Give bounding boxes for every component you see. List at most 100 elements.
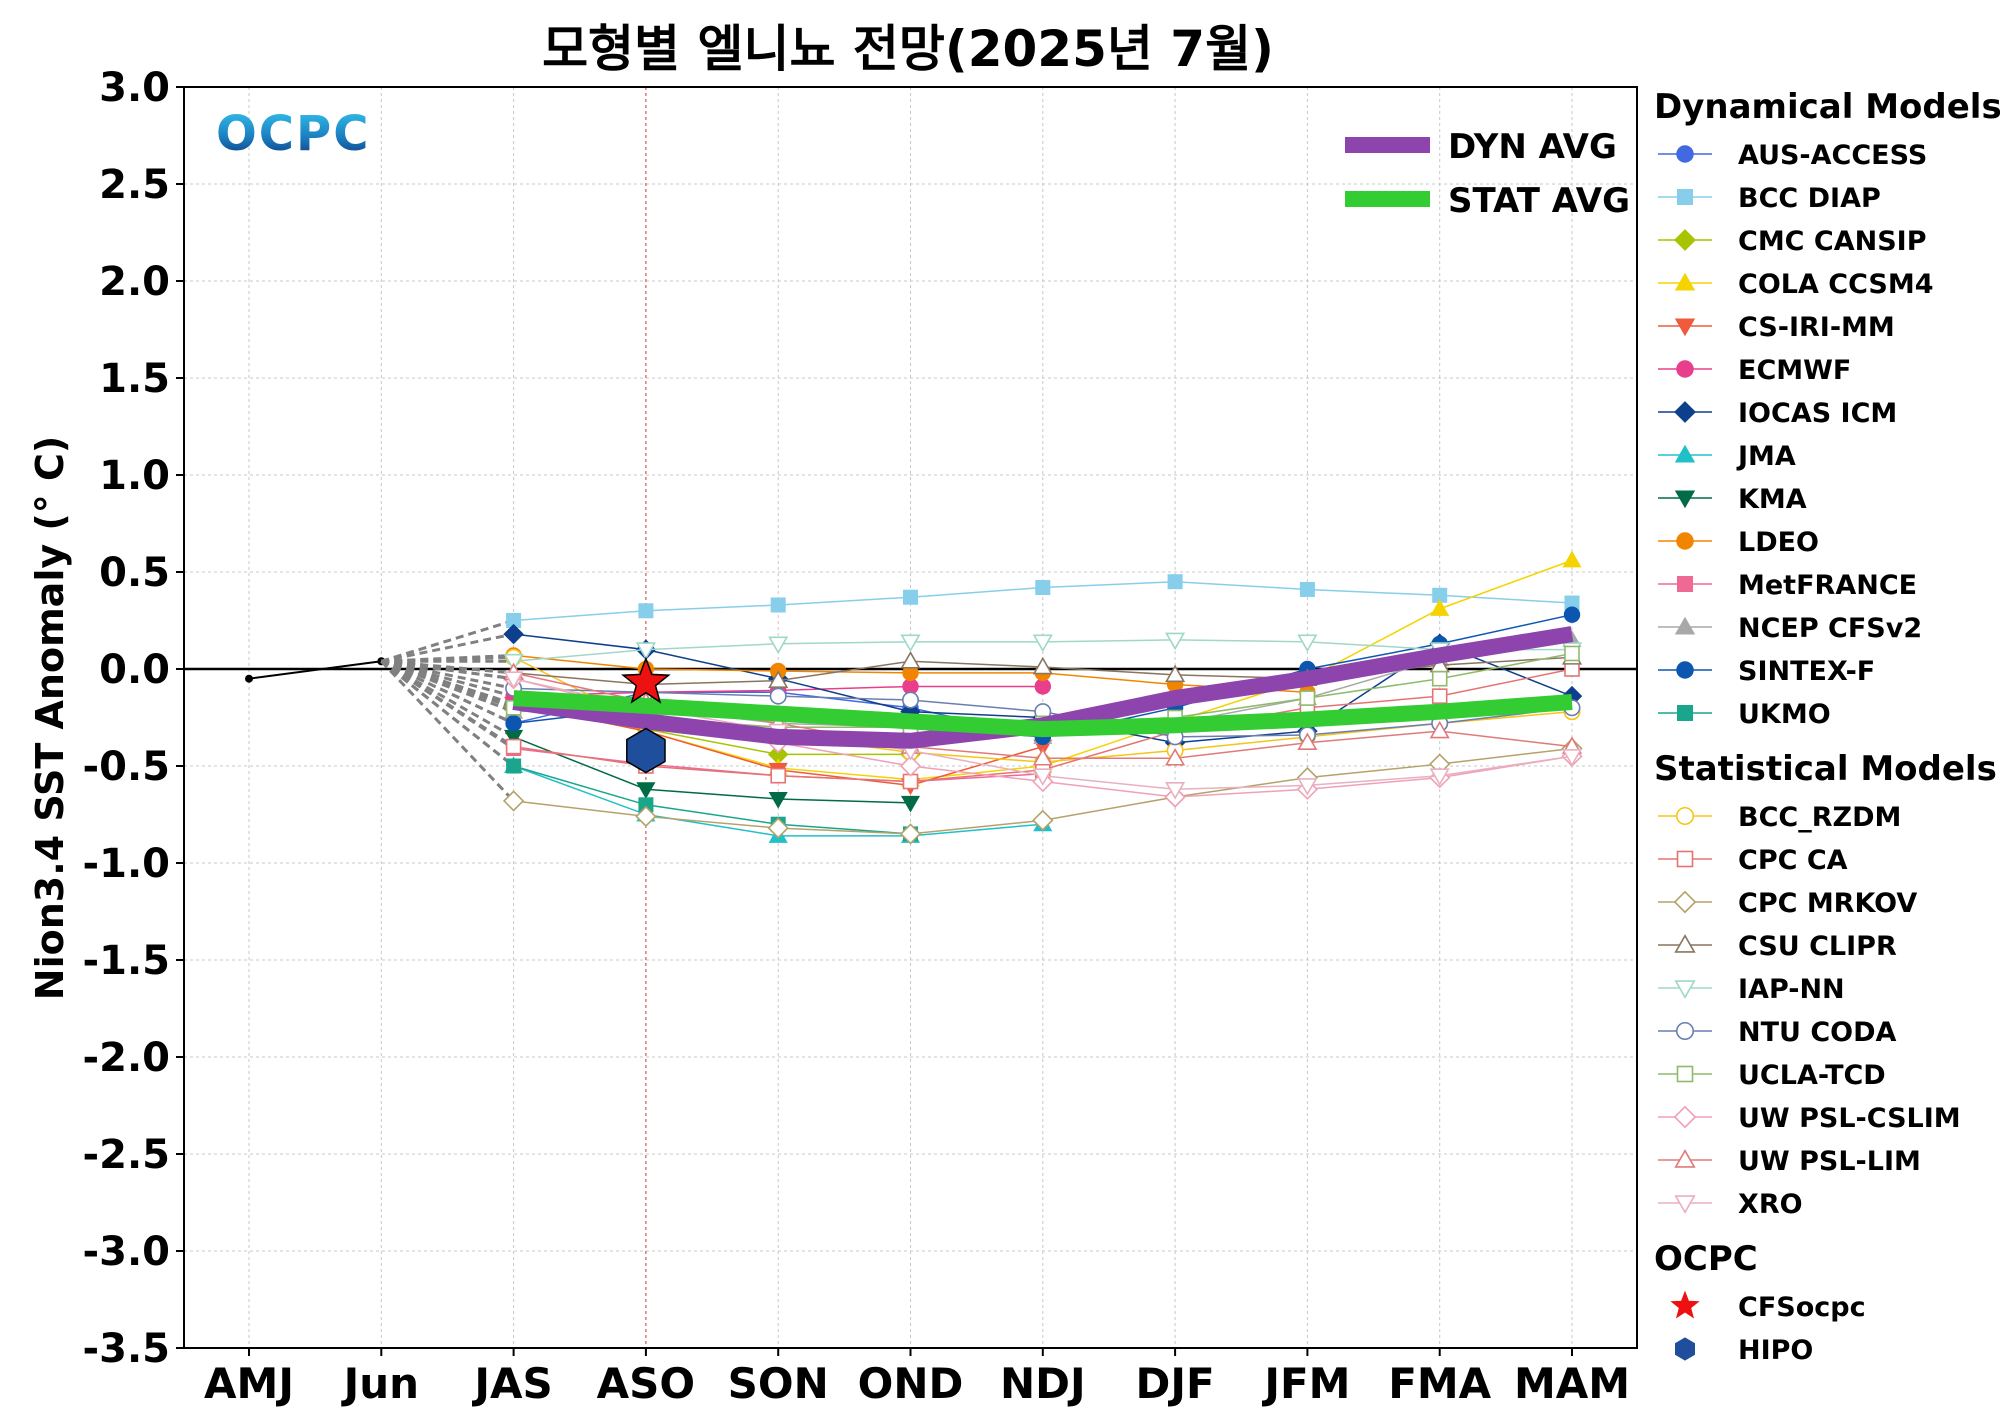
point-bcc-diap — [638, 603, 654, 619]
x-tick-label: MAM — [1514, 1359, 1630, 1408]
point-ntu-coda — [901, 691, 919, 709]
legend-marker-ldeo — [1676, 532, 1694, 550]
legend-marker-ntu-coda — [1675, 1021, 1695, 1041]
point-kma — [636, 782, 656, 799]
legend-label-csu-clipr: CSU CLIPR — [1738, 931, 1897, 962]
chart-title: 모형별 엘니뇨 전망(2025년 7월) — [542, 20, 1274, 78]
point-csu-clipr — [1165, 664, 1186, 683]
legend-marker-uw-psl-cslim — [1673, 1105, 1697, 1129]
point-cpc-ca — [505, 738, 522, 755]
legend-label-ecmwf: ECMWF — [1738, 355, 1851, 386]
legend-label-uw-psl-lim: UW PSL-LIM — [1738, 1146, 1921, 1177]
average-legend: DYN AVG STAT AVG — [1345, 127, 1630, 221]
legend-marker-uw-psl-lim — [1674, 1149, 1696, 1168]
x-tick-label: NDJ — [1000, 1359, 1086, 1408]
legend-label-kma: KMA — [1738, 484, 1807, 515]
legend-marker-metfrance — [1677, 576, 1693, 592]
legend-marker-ukmo — [1677, 705, 1693, 721]
point-cfsocpc — [621, 656, 671, 704]
point-xro — [1032, 768, 1053, 786]
legend-marker-kma — [1674, 490, 1696, 509]
connector-cs-iri-mm — [380, 659, 515, 706]
connector-iocas-icm — [380, 632, 514, 663]
avg-line-stat-avg — [513, 690, 1573, 738]
avg-legend-label-stat-avg: STAT AVG — [1448, 181, 1630, 221]
average-lines — [512, 626, 1574, 749]
y-tick-label: -1.5 — [83, 938, 170, 984]
point-cpc-mrkov — [767, 817, 789, 839]
connector-bcc-diap — [380, 619, 515, 663]
legend-label-bcc-rzdm: BCC_RZDM — [1738, 802, 1901, 833]
legend-label-iocas-icm: IOCAS ICM — [1738, 398, 1897, 429]
point-iap-nn — [1297, 634, 1318, 653]
y-tick-label: -3.5 — [83, 1326, 170, 1372]
point-iap-nn — [900, 634, 921, 653]
legend-marker-aus-access — [1676, 145, 1694, 163]
legend-label-sintex-f: SINTEX-F — [1738, 656, 1875, 687]
connector-ucla-tcd — [380, 659, 515, 710]
x-tick-label: SON — [728, 1359, 829, 1408]
legend-marker-jma — [1674, 444, 1696, 463]
point-uw-psl-lim — [1032, 747, 1053, 766]
point-csu-clipr — [1032, 656, 1053, 675]
legend-marker-ucla-tcd — [1676, 1065, 1694, 1083]
legend-label-jma: JMA — [1736, 441, 1796, 472]
axis-ticks: AMJ Jun JAS ASO SON OND NDJ DJF JFM FMA MAM 3.0 2.5 2… — [83, 65, 1631, 1408]
point-bcc-diap — [1035, 580, 1051, 596]
legend-label-hipo: HIPO — [1738, 1335, 1813, 1366]
legend-marker-cola-ccsm4 — [1674, 272, 1696, 291]
point-cpc-mrkov — [502, 790, 525, 812]
series-line-kma — [513, 736, 911, 804]
legend-label-bcc-diap: BCC DIAP — [1738, 183, 1881, 214]
point-cpc-ca — [1431, 688, 1448, 704]
legend-label-ntu-coda: NTU CODA — [1738, 1017, 1897, 1048]
y-tick-label: -2.0 — [83, 1035, 170, 1081]
legend-marker-ecmwf — [1676, 360, 1694, 378]
legend-marker-cpc-ca — [1676, 850, 1694, 868]
point-xro — [1165, 781, 1186, 800]
connector-bcc-rzdm — [381, 655, 514, 663]
ocpc-markers — [621, 656, 671, 774]
y-tick-label: 1.5 — [99, 356, 170, 402]
connector-ncep-cfsv2 — [380, 659, 515, 714]
legend-marker-bcc-diap — [1677, 189, 1693, 205]
x-tick-label: ASO — [597, 1359, 695, 1408]
point-bcc-diap — [1299, 581, 1315, 597]
y-tick-label: -1.0 — [83, 841, 170, 887]
point-iap-nn — [768, 636, 789, 655]
point-uw-psl-lim — [1429, 720, 1450, 739]
point-xro — [1297, 778, 1318, 796]
legend-marker-hipo — [1675, 1337, 1695, 1361]
y-tick-label: 0.5 — [99, 550, 170, 596]
legend-marker-cs-iri-mm — [1674, 318, 1696, 337]
point-xro — [1429, 768, 1450, 786]
point-cola-ccsm4 — [1430, 599, 1450, 616]
point-bcc-diap — [903, 589, 918, 605]
point-ntu-coda — [769, 687, 787, 705]
ocpc-logo-text: OCPC — [216, 106, 370, 162]
point-cpc-ca — [770, 767, 787, 784]
point-bcc-diap — [1167, 574, 1183, 590]
connector-ecmwf — [380, 659, 514, 698]
legend-marker-bcc-rzdm — [1675, 806, 1695, 826]
connector-sintex-f — [380, 659, 515, 725]
x-tick-label: FMA — [1388, 1359, 1491, 1408]
connector-cpc-ca — [380, 659, 515, 748]
legend-label-ucla-tcd: UCLA-TCD — [1738, 1060, 1886, 1091]
legend-label-ukmo: UKMO — [1738, 699, 1831, 730]
point-cola-ccsm4 — [1562, 550, 1582, 568]
x-tick-label: OND — [858, 1359, 964, 1408]
point-bcc-diap — [770, 597, 786, 613]
observed-line — [248, 660, 382, 680]
legend-label-cola-ccsm4: COLA CCSM4 — [1738, 269, 1934, 300]
legend-label-uw-psl-cslim: UW PSL-CSLIM — [1738, 1103, 1961, 1134]
connector-uw-psl-lim — [381, 659, 514, 675]
point-iap-nn — [1165, 632, 1186, 651]
x-tick-label: AMJ — [204, 1359, 294, 1408]
legend-heading-ocpc: OCPC — [1654, 1239, 1758, 1279]
legend-marker-xro — [1674, 1195, 1696, 1214]
legend-marker-ncep-cfsv2 — [1674, 616, 1696, 635]
point-xro — [1561, 748, 1583, 767]
legend-marker-cfsocpc — [1670, 1290, 1700, 1319]
